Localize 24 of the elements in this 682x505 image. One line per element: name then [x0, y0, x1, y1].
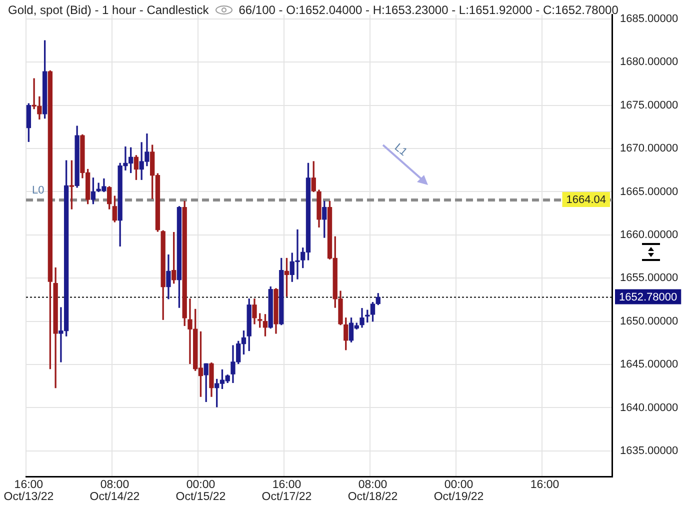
y-tick-label: 1685.00000 [620, 12, 678, 25]
annotation: 1664.04 [566, 194, 606, 206]
y-tick-label: 1670.00000 [620, 142, 678, 155]
y-tick-label: 1665.00000 [620, 186, 678, 198]
x-tick-label: 16:00 [530, 479, 560, 492]
chart-subtitle: 66/100 - O:1652.04000 - H:1653.23000 - L:1651.92000 - C:1652.78000 [238, 3, 618, 17]
x-tick-label: 16:00 Oct/13/22 [4, 479, 54, 504]
annotation: L1 [392, 141, 410, 158]
y-tick-label: 1640.00000 [620, 402, 678, 414]
y-tick-label: 1645.00000 [620, 358, 678, 371]
y-tick-label: 1635.00000 [620, 444, 678, 457]
x-tick-label: 00:00 Oct/15/22 [176, 479, 226, 504]
y-tick-label: 1680.00000 [620, 56, 678, 68]
x-tick-label: 08:00 Oct/18/22 [348, 479, 398, 504]
y-tick-label: 1660.00000 [620, 228, 678, 241]
y-tick-label: 1655.00000 [620, 272, 678, 284]
x-tick-label: 16:00 Oct/17/22 [262, 479, 312, 504]
x-tick-label: 08:00 Oct/14/22 [90, 479, 140, 504]
ref-line-label: L0 [32, 184, 44, 197]
chart-title: Gold, spot (Bid) - 1 hour - Candlestick [8, 3, 209, 17]
x-tick-label: 00:00 Oct/19/22 [434, 479, 484, 504]
text: 1652.78000 [619, 291, 678, 304]
y-tick-label: 1675.00000 [620, 99, 678, 112]
y-tick-label: 1650.00000 [620, 315, 678, 328]
